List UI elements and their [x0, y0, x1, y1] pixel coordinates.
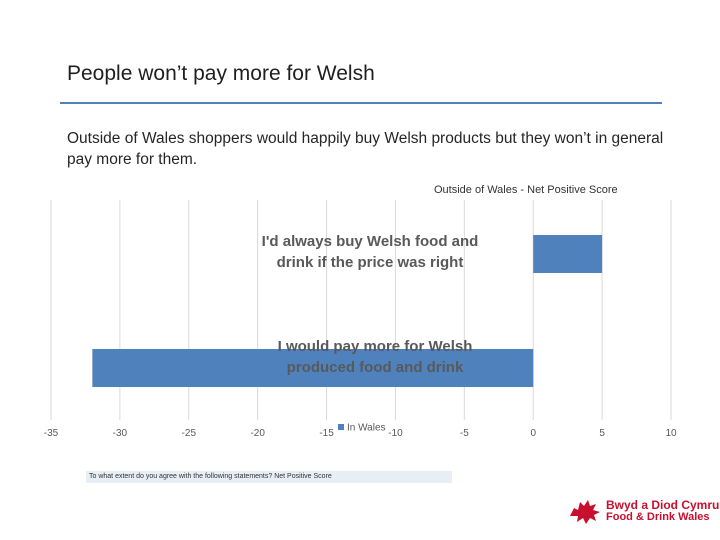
slide-title: People won’t pay more for Welsh — [67, 62, 375, 85]
x-tick-label: 10 — [665, 428, 677, 439]
x-tick-label: -20 — [250, 428, 265, 439]
chart-footnote: To what extent do you agree with the fol… — [86, 471, 452, 483]
x-tick-label: -5 — [460, 428, 469, 439]
slide-subtitle: Outside of Wales shoppers would happily … — [67, 130, 664, 168]
legend-label: In Wales — [347, 423, 386, 434]
bar — [92, 349, 534, 387]
logo-text-welsh: Bwyd a Diod Cymru — [606, 498, 720, 512]
logo-text-english: Food & Drink Wales — [606, 511, 710, 523]
x-tick-label: 5 — [599, 428, 605, 439]
chart-title: Outside of Wales - Net Positive Score — [434, 184, 618, 196]
food-drink-wales-logo: Bwyd a Diod Cymru Food & Drink Wales — [568, 496, 719, 526]
bar — [533, 235, 603, 273]
x-tick-label: -15 — [319, 428, 334, 439]
x-tick-label: -25 — [182, 428, 197, 439]
x-tick-label: 0 — [530, 428, 536, 439]
category-label: I'd always buy Welsh food and drink if th… — [262, 233, 479, 271]
x-tick-label: -10 — [388, 428, 403, 439]
title-divider — [60, 102, 662, 104]
legend-swatch — [338, 424, 344, 430]
x-tick-label: -30 — [113, 428, 128, 439]
category-label: I would pay more for Welsh produced food … — [278, 338, 473, 376]
welsh-dragon-icon — [570, 500, 600, 524]
x-tick-label: -35 — [44, 428, 59, 439]
